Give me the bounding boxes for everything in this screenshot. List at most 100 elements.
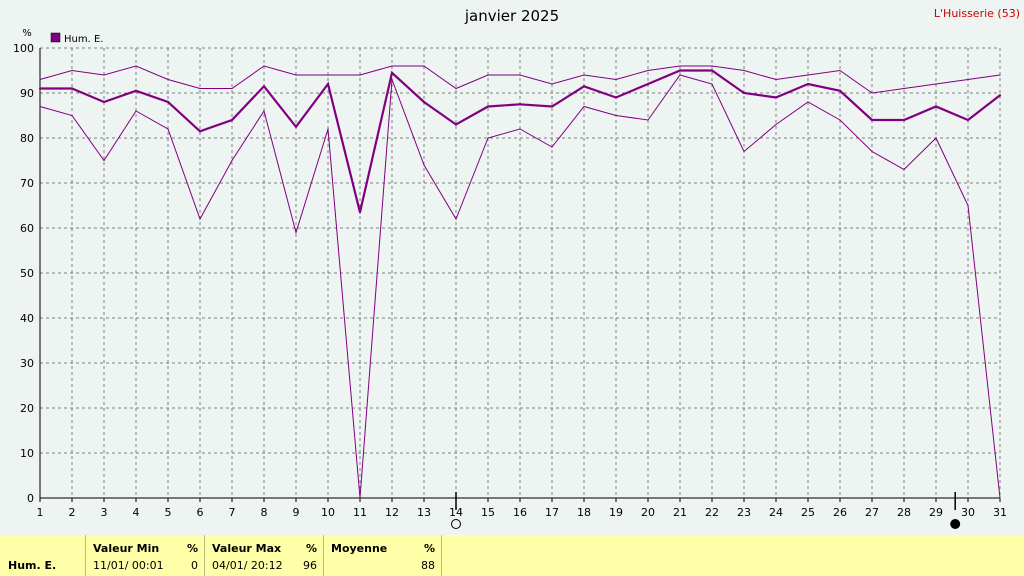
data-point-mean [870,118,874,122]
data-point-max [807,74,809,76]
x-tick-label: 3 [101,506,108,519]
data-point-min [999,497,1001,499]
data-point-min [455,218,457,220]
data-point-min [743,150,745,153]
data-point-max [647,69,649,72]
x-tick-label: 10 [321,506,335,519]
data-point-mean [230,118,234,122]
data-point-min [359,497,361,499]
data-point-max [967,78,969,81]
data-point-max [583,74,585,76]
data-point-min [839,119,841,121]
x-tick-label: 31 [993,506,1007,519]
x-tick-label: 26 [833,506,847,519]
y-tick-label: 0 [27,492,34,505]
x-tick-label: 30 [961,506,975,519]
data-point-min [903,168,905,171]
x-tick-label: 1 [37,506,44,519]
data-point-max [39,78,41,81]
data-point-max [423,65,425,67]
data-point-max [551,83,553,85]
x-tick-label: 27 [865,506,879,519]
max-time: 04/01/ 20:12 [212,559,283,572]
data-point-min [199,218,201,220]
grid [40,47,1001,498]
data-point-max [391,65,393,67]
moon-phases [451,492,961,529]
x-tick-label: 7 [229,506,236,519]
data-point-max [71,69,73,72]
summary-mean-cell: Moyenne % 88 [324,535,442,576]
legend-swatch [50,32,61,43]
x-tick-label: 14 [449,506,463,519]
data-point-min [423,164,425,166]
data-point-max [135,65,137,67]
x-tick-label: 11 [353,506,367,519]
legend-label: Hum. E. [64,34,103,45]
data-point-mean [486,105,490,108]
y-tick-label: 30 [20,357,34,370]
x-tick-label: 5 [165,506,172,519]
y-tick-label: 10 [20,447,34,460]
data-point-max [679,65,681,67]
data-point-max [935,83,937,85]
x-tick-label: 8 [261,506,268,519]
data-point-mean [582,85,586,88]
data-point-mean [38,87,42,90]
x-tick-label: 25 [801,506,815,519]
x-tick-label: 28 [897,506,911,519]
data-point-max [295,74,297,76]
x-tick-label: 17 [545,506,559,519]
summary-min-cell: Valeur Min % 11/01/ 00:01 0 [86,535,205,576]
data-point-mean [70,87,74,90]
data-point-mean [646,82,650,86]
y-tick-label: 90 [20,87,34,100]
data-point-max [871,92,873,94]
summary-label-cell: Hum. E. [0,535,86,576]
data-point-mean [198,130,202,133]
data-point-max [199,87,201,90]
data-point-mean [166,100,170,104]
summary-table: Hum. E. Valeur Min % 11/01/ 00:01 0 Vale… [0,535,1024,576]
x-tick-label: 2 [69,506,76,519]
station-name: L'Huisserie (53) [934,7,1020,20]
data-point-max [743,69,745,72]
data-point-min [583,105,585,108]
x-tick-label: 24 [769,506,783,519]
x-tick-label: 9 [293,506,300,519]
min-unit: % [186,542,198,555]
data-point-min [263,110,265,112]
data-point-mean [422,100,426,104]
min-header: Valeur Min [93,542,160,555]
data-point-mean [710,69,714,72]
data-point-min [135,110,137,112]
min-value: 0 [191,559,198,572]
data-point-min [391,78,393,81]
data-point-min [935,137,937,139]
data-point-max [327,74,329,76]
data-point-mean [998,94,1002,97]
data-point-mean [102,100,106,104]
x-tick-label: 22 [705,506,719,519]
data-point-max [231,87,233,90]
data-point-mean [550,105,554,108]
data-point-max [711,65,713,67]
data-point-max [519,74,521,76]
y-tick-label: 50 [20,267,34,280]
x-tick-label: 20 [641,506,655,519]
data-point-max [167,78,169,81]
x-tick-label: 12 [385,506,399,519]
x-tick-label: 19 [609,506,623,519]
data-point-min [231,159,233,162]
max-value: 96 [303,559,317,572]
x-tick-label: 23 [737,506,751,519]
data-point-mean [902,118,906,122]
y-tick-label: 100 [13,42,34,55]
data-point-max [615,78,617,81]
data-point-min [71,114,73,117]
data-point-mean [742,91,746,95]
x-tick-label: 21 [673,506,687,519]
y-tick-label: 20 [20,402,34,415]
